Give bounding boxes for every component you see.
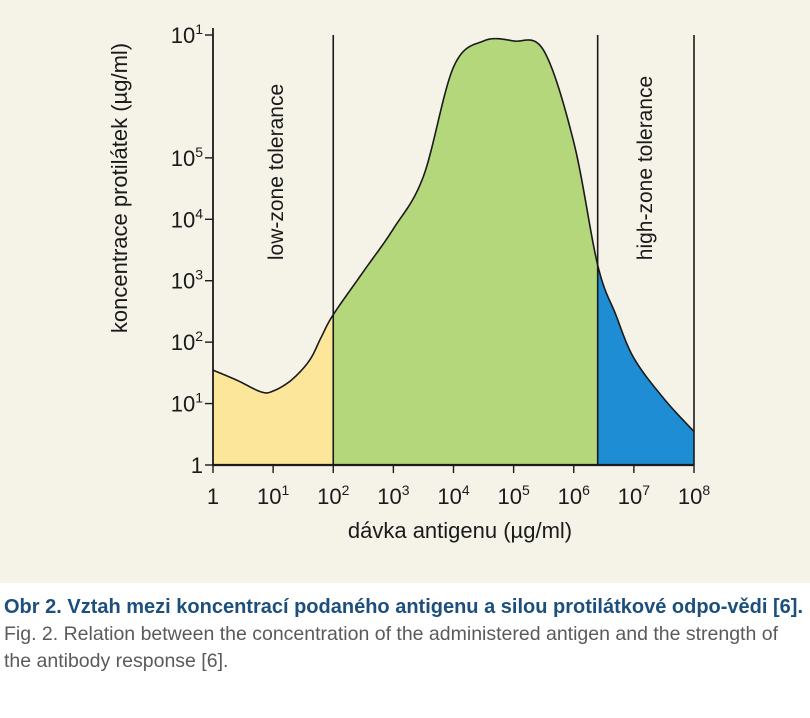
x-tick-label-5: 105 (497, 482, 529, 509)
y-tick-label-2: 102 (171, 328, 203, 355)
y-tick-label-3: 103 (171, 267, 203, 294)
zone-area-2 (597, 265, 694, 465)
annotation-low-zone-tolerance: low-zone tolerance (265, 84, 288, 260)
x-tick-label-8: 108 (678, 482, 710, 509)
x-tick-label-1: 101 (257, 482, 289, 509)
x-tick-label-3: 103 (377, 482, 409, 509)
y-axis-title: koncentrace protilátek (µg/ml) (107, 43, 132, 333)
annotation-high-zone-tolerance: high-zone tolerance (634, 76, 657, 260)
zone-area-0 (213, 314, 334, 465)
x-tick-label-0: 1 (207, 484, 219, 509)
y-tick-label-5: 105 (171, 144, 203, 171)
x-axis-title: dávka antigenu (µg/ml) (348, 518, 572, 543)
y-tick-label-6: 101 (171, 21, 203, 48)
antibody-response-chart: 1 101 102 103 104 105 106 107 108 1 101 102 103 104 10… (107, 21, 710, 543)
caption-english: Fig. 2. Relation between the concentrati… (4, 623, 779, 672)
caption-czech: Obr 2. Vztah mezi koncentrací podaného a… (4, 596, 804, 618)
zone-area-1 (333, 38, 598, 466)
y-tick-label-4: 104 (171, 205, 203, 232)
y-tick-label-1: 101 (171, 390, 203, 417)
response-curve (212, 37, 695, 433)
x-tick-label-4: 104 (437, 482, 469, 509)
x-tick-label-6: 106 (558, 482, 590, 509)
x-tick-label-7: 107 (618, 482, 650, 509)
figure-caption: Obr 2. Vztah mezi koncentrací podaného a… (0, 594, 806, 675)
y-tick-label-0: 1 (191, 453, 203, 478)
x-tick-label-2: 102 (317, 482, 349, 509)
